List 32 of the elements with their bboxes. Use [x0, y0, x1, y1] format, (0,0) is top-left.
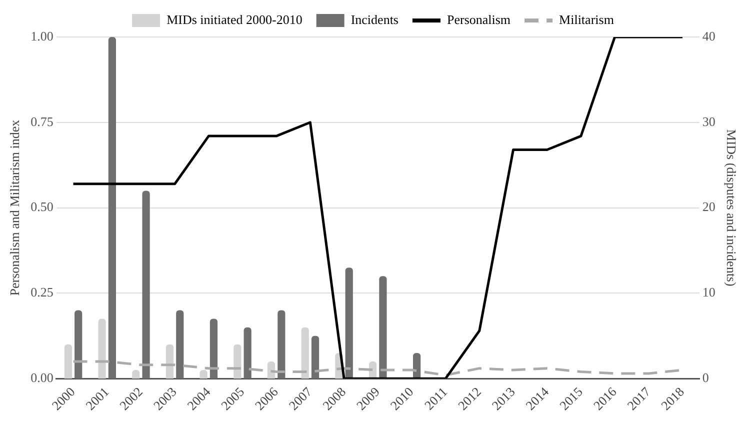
bar: [74, 310, 82, 379]
y-tick-label: 0.50: [30, 199, 54, 214]
bar: [379, 276, 387, 379]
legend-label: Personalism: [446, 12, 511, 27]
legend-label: Incidents: [350, 12, 398, 27]
bar: [98, 318, 106, 379]
legend-label: MIDs initiated 2000-2010: [166, 12, 302, 27]
y2-tick-label: 40: [702, 28, 716, 44]
y-tick-label: 0.75: [30, 114, 54, 129]
y2-tick-label: 10: [702, 284, 716, 300]
y-tick-label: 1.00: [30, 28, 54, 44]
bar: [234, 344, 242, 379]
bar: [142, 190, 150, 379]
bar: [345, 268, 353, 379]
y2-tick-label: 30: [702, 114, 716, 129]
y-tick-label: 0.00: [30, 370, 54, 386]
bar: [244, 327, 252, 379]
bar: [210, 318, 218, 379]
bar: [176, 310, 184, 379]
y2-axis-title: MIDs (disputes and incidents): [724, 129, 739, 286]
y2-tick-label: 20: [702, 199, 716, 214]
bar: [108, 37, 116, 379]
bar: [311, 336, 320, 379]
bar: [166, 344, 174, 379]
bar: [278, 310, 286, 379]
bar: [412, 352, 421, 379]
y-axis-title: Personalism and Militarism index: [7, 119, 22, 296]
bar: [301, 327, 309, 379]
bar: [64, 344, 72, 379]
y2-tick-label: 0: [702, 370, 709, 386]
y-tick-label: 0.25: [30, 284, 54, 300]
legend-label: Militarism: [559, 12, 614, 27]
